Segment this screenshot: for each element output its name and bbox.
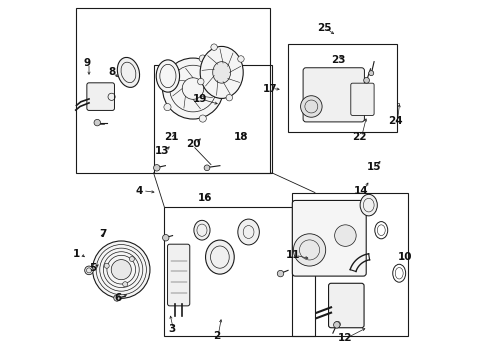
- Circle shape: [364, 77, 369, 83]
- Text: 24: 24: [388, 116, 403, 126]
- Ellipse shape: [117, 58, 140, 87]
- Bar: [76, 8, 270, 173]
- Text: 9: 9: [84, 58, 91, 68]
- Text: 22: 22: [352, 132, 367, 142]
- Text: 14: 14: [354, 186, 369, 196]
- Ellipse shape: [205, 240, 234, 274]
- Text: 5: 5: [89, 263, 96, 273]
- Text: 4: 4: [136, 186, 143, 196]
- Circle shape: [335, 321, 341, 327]
- Text: 25: 25: [317, 23, 331, 33]
- Circle shape: [129, 256, 134, 261]
- Bar: [288, 44, 397, 132]
- Circle shape: [294, 234, 326, 266]
- Text: 17: 17: [263, 84, 277, 94]
- Ellipse shape: [194, 220, 210, 240]
- Bar: [153, 65, 272, 173]
- Circle shape: [221, 85, 228, 92]
- Circle shape: [104, 263, 109, 268]
- FancyBboxPatch shape: [303, 68, 365, 122]
- Text: 6: 6: [114, 293, 122, 303]
- Circle shape: [94, 120, 100, 126]
- FancyBboxPatch shape: [351, 83, 374, 116]
- Text: 12: 12: [338, 333, 353, 343]
- Text: 21: 21: [164, 132, 179, 142]
- Circle shape: [334, 321, 340, 328]
- Circle shape: [226, 94, 233, 101]
- Circle shape: [300, 96, 322, 117]
- Circle shape: [368, 71, 374, 76]
- Circle shape: [197, 78, 204, 85]
- Circle shape: [163, 58, 223, 119]
- Text: 18: 18: [234, 132, 248, 142]
- Text: 3: 3: [168, 324, 175, 334]
- Ellipse shape: [238, 219, 259, 245]
- Circle shape: [163, 234, 169, 241]
- Circle shape: [114, 295, 120, 301]
- Text: 7: 7: [99, 229, 107, 239]
- Text: 16: 16: [198, 193, 213, 203]
- FancyBboxPatch shape: [293, 201, 366, 276]
- Ellipse shape: [213, 62, 231, 83]
- Text: 11: 11: [286, 250, 301, 260]
- Ellipse shape: [156, 60, 179, 92]
- Circle shape: [164, 66, 171, 73]
- Text: 23: 23: [331, 55, 345, 65]
- Circle shape: [153, 165, 160, 171]
- Circle shape: [111, 260, 131, 280]
- Bar: [292, 193, 408, 336]
- FancyBboxPatch shape: [168, 244, 190, 306]
- Text: 1: 1: [73, 248, 80, 258]
- Ellipse shape: [360, 194, 377, 216]
- Text: 13: 13: [155, 146, 170, 156]
- FancyBboxPatch shape: [329, 283, 364, 328]
- Circle shape: [93, 241, 150, 298]
- Circle shape: [199, 115, 206, 122]
- Circle shape: [199, 55, 206, 62]
- Text: 8: 8: [109, 67, 116, 77]
- Bar: [164, 207, 315, 336]
- Ellipse shape: [200, 46, 243, 98]
- Circle shape: [277, 270, 284, 277]
- Circle shape: [238, 56, 244, 62]
- Circle shape: [85, 266, 93, 275]
- Text: 2: 2: [213, 331, 220, 341]
- Circle shape: [204, 165, 210, 171]
- Circle shape: [122, 282, 128, 287]
- Text: 19: 19: [193, 94, 207, 104]
- Circle shape: [164, 104, 171, 111]
- Text: 15: 15: [367, 162, 381, 172]
- FancyBboxPatch shape: [87, 83, 115, 111]
- Text: 10: 10: [397, 252, 412, 262]
- Circle shape: [211, 44, 217, 50]
- Circle shape: [335, 225, 356, 246]
- Text: 20: 20: [186, 139, 200, 149]
